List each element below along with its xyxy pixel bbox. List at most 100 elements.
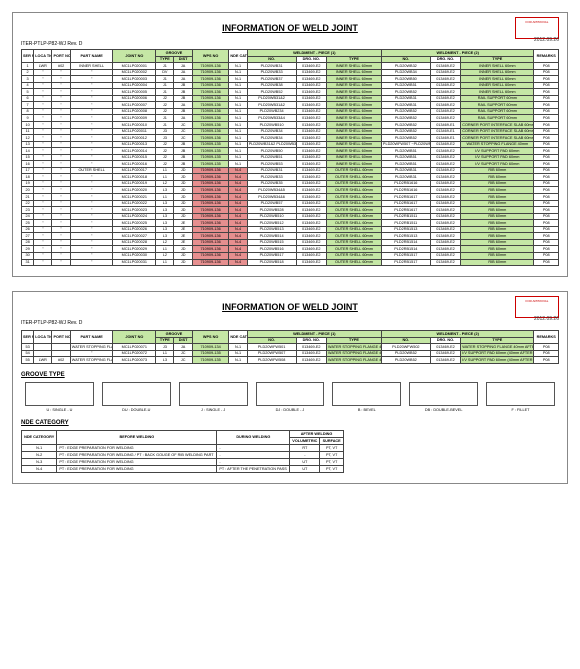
cell-p1t: PLD20WB518 <box>247 259 296 266</box>
nde-row: N-4PT : EDGE PREPARATION FOR WELDINGPT :… <box>22 465 344 472</box>
groove-shape-icon <box>25 382 94 406</box>
nde-row: N-1PT : EDGE PREPARATION FOR WELDING-RTP… <box>22 444 344 451</box>
page-title: INFORMATION OF WELD JOINT <box>21 23 559 33</box>
nde-cell-surf: PT, VT <box>320 465 343 472</box>
nde-heading: NDE CATEGORY <box>21 420 559 426</box>
groove-item-J: J : SINGLE - J <box>179 382 248 412</box>
hdr-joint: JOINT NO <box>113 331 156 344</box>
hdr-wps: WPS NO <box>192 331 229 344</box>
nde-cell-before: PT : EDGE PREPARATION FOR WELDING <box>57 444 217 451</box>
cell-p2t: PLD20WB52 <box>381 357 430 364</box>
cell-p2n: 013469-E2 <box>430 259 461 266</box>
cell-loca: " <box>34 259 52 266</box>
nde-cell-before: PT : EDGE PREPARATION FOR WELDING <box>57 458 217 465</box>
weld-table-1: SER NO. LOCA TION PORT NO. PART NAME JOI… <box>21 49 559 266</box>
nde-cell-surf: PT, VT <box>320 458 343 465</box>
nde-hdr-before: BEFORE WELDING <box>57 430 217 444</box>
nde-cell-during: - <box>217 458 290 465</box>
groove-label: B : BEVEL <box>332 408 401 412</box>
cell-port: #02 <box>52 357 70 364</box>
cell-wps: 710909-135 <box>192 357 229 364</box>
nde-cell-surf: PT, VT <box>320 444 343 451</box>
groove-heading: GROOVE TYPE <box>21 372 559 378</box>
hdr-remarks: REMARKS <box>534 50 559 63</box>
nde-cell-cat: N-3 <box>22 458 57 465</box>
cell-rem: P08 <box>534 259 559 266</box>
groove-item-DU: DU : DOUBLE-U <box>102 382 171 412</box>
cell-nde: N-1 <box>229 357 247 364</box>
table-row: 55LWR#02WATER STOPPING FLANGEMC1LP020073… <box>22 357 559 364</box>
groove-shape-icon <box>256 382 325 406</box>
hdr-joint: JOINT NO <box>113 50 156 63</box>
groove-label: DJ : DOUBLE - J <box>256 408 325 412</box>
doc-date: 2012.09.26 <box>534 316 559 322</box>
hdr-wps: WPS NO <box>192 50 229 63</box>
cell-gt: L1 <box>156 259 174 266</box>
groove-item-F: F : FILLET <box>486 382 555 412</box>
approval-stamp: FOR APPROVAL <box>515 296 559 318</box>
groove-shape-icon <box>409 382 478 406</box>
groove-label: DU : DOUBLE-U <box>102 408 171 412</box>
nde-cell-cat: N-2 <box>22 451 57 458</box>
cell-p2n: 013469-E2 <box>430 357 461 364</box>
nde-cell-vol: UT <box>290 458 320 465</box>
cell-joint: MC1LP020073 <box>113 357 156 364</box>
cell-ser: 31 <box>22 259 34 266</box>
cell-p1t: PLD20WFW508 <box>247 357 296 364</box>
nde-cell-during: - <box>217 451 290 458</box>
page-2: FOR APPROVAL 2012.09.26 INFORMATION OF W… <box>12 291 568 484</box>
hdr-ser: SER NO. <box>22 50 34 63</box>
nde-hdr-vol: VOLUMETRIC <box>290 437 320 444</box>
groove-row: U : SINGLE - U DU : DOUBLE-U J : SINGLE - … <box>25 382 555 412</box>
cell-port: " <box>52 259 70 266</box>
page-title: INFORMATION OF WELD JOINT <box>21 302 559 312</box>
nde-cell-vol: UT <box>290 465 320 472</box>
nde-row: N-3PT : EDGE PREPARATION FOR WELDING-UTP… <box>22 458 344 465</box>
groove-item-B: B : BEVEL <box>332 382 401 412</box>
nde-cell-before: PT : EDGE PREPARATION FOR WELDING <box>57 465 217 472</box>
hdr-port: PORT NO. <box>52 50 70 63</box>
hdr-ser: SER NO. <box>22 331 34 344</box>
groove-shape-icon <box>102 382 171 406</box>
nde-table: NDE CATEGORY BEFORE WELDING DURING WELDI… <box>21 430 344 473</box>
cell-part: WATER STOPPING FLANGE <box>70 357 113 364</box>
approval-stamp: FOR APPROVAL <box>515 17 559 39</box>
groove-item-DJ: DJ : DOUBLE - J <box>256 382 325 412</box>
hdr-remarks: REMARKS <box>534 331 559 344</box>
cell-nde: N-4 <box>229 259 247 266</box>
cell-p1n: 013469-E2 <box>296 259 327 266</box>
cell-loca: LWR <box>34 357 52 364</box>
doc-id: ITER-PTLP-P82-WJ Rev. D <box>21 320 559 326</box>
hdr-port: PORT NO. <box>52 331 70 344</box>
cell-p1d: OUTER SHELL 60mm <box>327 259 382 266</box>
doc-id: ITER-PTLP-P82-WJ Rev. D <box>21 41 559 47</box>
groove-label: DB : DOUBLE-BEVEL <box>409 408 478 412</box>
cell-gd: JD <box>174 259 192 266</box>
hdr-loca: LOCA TION <box>34 50 52 63</box>
groove-label: J : SINGLE - J <box>179 408 248 412</box>
hdr-loca: LOCA TION <box>34 331 52 344</box>
nde-row: N-2PT : EDGE PREPARATION FOR WELDING / P… <box>22 451 344 458</box>
table-row: 31"""MC1LP020031L1JD710909-136N-4PLD20WB… <box>22 259 559 266</box>
nde-cell-cat: N-1 <box>22 444 57 451</box>
nde-cell-surf: PT, VT <box>320 451 343 458</box>
cell-p2d: I/V SUPPORT PAD 60mm (40mm AFTER M/C) <box>461 357 534 364</box>
page-1: FOR APPROVAL 2012.09.26 INFORMATION OF W… <box>12 12 568 277</box>
groove-item-U: U : SINGLE - U <box>25 382 94 412</box>
groove-shape-icon <box>486 382 555 406</box>
cell-wps: 710909-136 <box>192 259 229 266</box>
cell-gd: JC <box>174 357 192 364</box>
cell-p2t: PLD2RB1517 <box>381 259 430 266</box>
nde-cell-during: PT : AFTER THE PENETRATION PASS <box>217 465 290 472</box>
groove-item-DB: DB : DOUBLE-BEVEL <box>409 382 478 412</box>
nde-hdr-during: DURING WELDING <box>217 430 290 444</box>
cell-part: " <box>70 259 113 266</box>
weld-table-2: SER NO. LOCA TION PORT NO. PART NAME JOI… <box>21 330 559 364</box>
cell-rem: P08 <box>534 357 559 364</box>
groove-shape-icon <box>179 382 248 406</box>
cell-gt: L3 <box>156 357 174 364</box>
hdr-partname: PART NAME <box>70 331 113 344</box>
nde-cell-during: - <box>217 444 290 451</box>
nde-cell-before: PT : EDGE PREPARATION FOR WELDING / PT :… <box>57 451 217 458</box>
cell-p1d: WATER STOPPING FLANGE 40mm AFTER M/C <box>327 357 382 364</box>
